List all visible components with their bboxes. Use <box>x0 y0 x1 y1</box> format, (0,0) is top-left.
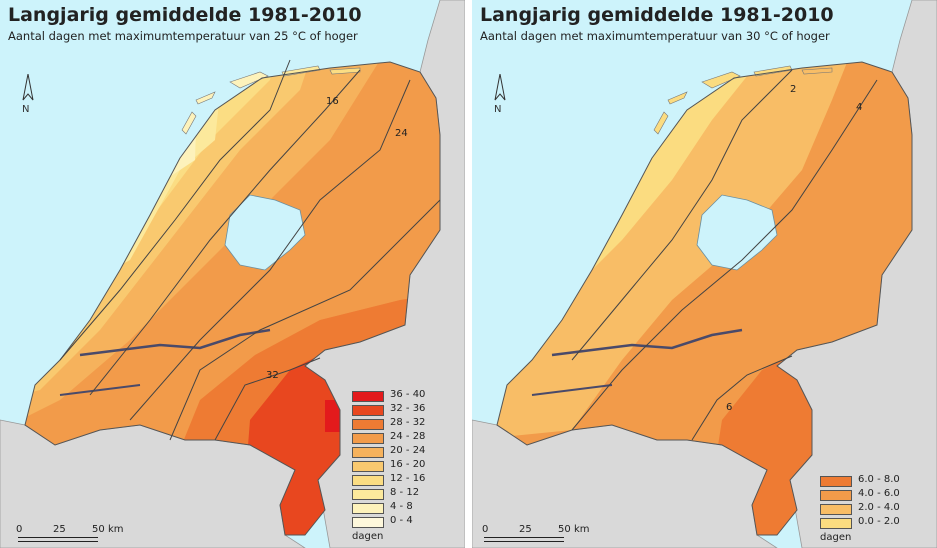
contour-line <box>571 69 793 361</box>
contour-line <box>129 79 411 421</box>
legend-swatch <box>352 503 384 514</box>
north-label: N <box>494 104 502 115</box>
river-waal <box>79 328 271 357</box>
river-schelde <box>531 384 613 396</box>
scale-tick: 25 <box>53 524 66 535</box>
wadden-island <box>701 71 741 89</box>
scale-bar: 0 25 50 km <box>482 524 602 544</box>
scale-tick: 25 <box>519 524 532 535</box>
scale-unit: km <box>574 524 590 535</box>
scale-line <box>484 537 564 542</box>
contour-label-6: 6 <box>726 402 732 413</box>
contour-line <box>59 59 291 361</box>
north-arrow-icon <box>494 74 506 101</box>
map-title: Langjarig gemiddelde 1981-2010 <box>480 4 834 26</box>
map-subtitle: Aantal dagen met maximumtemperatuur van … <box>480 29 830 43</box>
map-subtitle: Aantal dagen met maximumtemperatuur van … <box>8 29 358 43</box>
legend-swatch <box>820 504 852 515</box>
map-panel-30c: 2 4 6 Langjarig gemiddelde 1981-2010 Aan… <box>472 0 937 548</box>
contour-line <box>571 79 878 431</box>
scale-tick: 0 <box>482 524 489 535</box>
wadden-island <box>329 67 361 75</box>
legend-swatch <box>820 518 852 529</box>
wadden-island <box>801 67 833 75</box>
legend-swatch <box>352 391 384 402</box>
legend-swatch <box>352 405 384 416</box>
north-label: N <box>22 104 30 115</box>
netherlands-map-25c: 16 24 32 <box>0 0 465 548</box>
wadden-island <box>181 111 197 135</box>
map-panel-25c: 16 24 32 Langjarig gemiddelde 1981-2010 … <box>0 0 465 548</box>
contour-label-4: 4 <box>856 102 862 113</box>
scale-tick: 50 <box>92 524 105 535</box>
netherlands-map-30c: 2 4 6 <box>472 0 937 548</box>
legend-swatch <box>352 447 384 458</box>
legend-swatch <box>352 419 384 430</box>
ijsselmeer-water <box>224 194 306 271</box>
scale-bar: 0 25 50 km <box>16 524 136 544</box>
contour-label-16: 16 <box>326 96 339 107</box>
legend-swatch <box>352 489 384 500</box>
legend-unit: dagen <box>820 532 852 543</box>
legend-swatch <box>352 461 384 472</box>
contour-label-2: 2 <box>790 84 796 95</box>
legend-swatch <box>352 475 384 486</box>
scale-line <box>18 537 98 542</box>
river-schelde <box>59 384 141 396</box>
contour-line <box>214 357 321 441</box>
scale-unit: km <box>108 524 124 535</box>
legend-swatch <box>352 517 384 528</box>
contour-label-24: 24 <box>395 128 408 139</box>
legend-swatch <box>352 433 384 444</box>
ijsselmeer-water <box>696 194 778 271</box>
legend-swatch <box>820 490 852 501</box>
wadden-island <box>195 91 216 105</box>
legend-swatch <box>820 476 852 487</box>
panel-divider <box>465 0 472 548</box>
scale-tick: 0 <box>16 524 23 535</box>
north-arrow-icon <box>22 74 34 101</box>
legend-unit: dagen <box>352 531 384 542</box>
contour-label-32: 32 <box>266 370 279 381</box>
map-title: Langjarig gemiddelde 1981-2010 <box>8 4 362 26</box>
contour-line <box>169 199 441 441</box>
contour-line <box>691 355 793 441</box>
wadden-island <box>229 71 269 89</box>
river-waal <box>551 328 743 357</box>
contour-line <box>89 69 361 396</box>
scale-tick: 50 <box>558 524 571 535</box>
wadden-island <box>653 111 669 135</box>
wadden-island <box>667 91 688 105</box>
